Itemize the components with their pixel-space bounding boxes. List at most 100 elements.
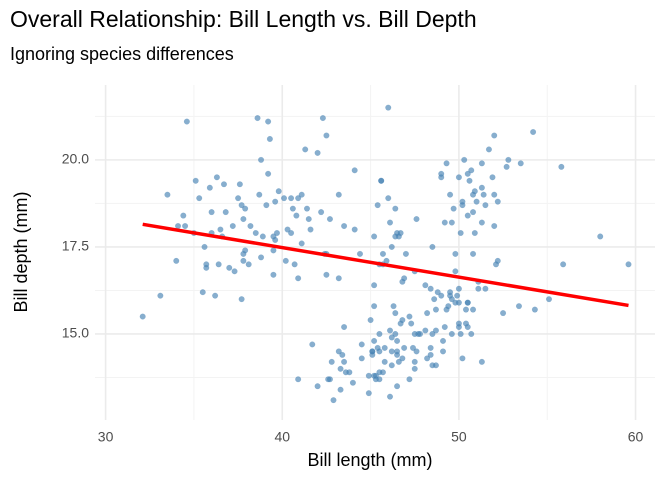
plot-area	[139, 104, 632, 404]
y-tick-label: 20.0	[62, 151, 89, 167]
point	[265, 170, 272, 177]
point	[254, 115, 261, 122]
point	[256, 191, 263, 198]
point	[318, 209, 325, 216]
point	[392, 330, 399, 338]
point	[242, 247, 249, 254]
point	[346, 369, 353, 376]
point	[447, 292, 454, 299]
y-axis-label: Bill depth (mm)	[11, 191, 31, 312]
point	[272, 198, 279, 205]
point	[466, 177, 473, 184]
point	[482, 285, 489, 292]
point	[445, 303, 452, 310]
point	[379, 369, 386, 376]
point	[371, 282, 378, 289]
point	[452, 268, 459, 275]
point	[505, 156, 512, 163]
point	[215, 261, 222, 268]
point	[411, 358, 418, 365]
point	[358, 341, 365, 348]
point	[323, 271, 330, 278]
point	[597, 233, 604, 240]
point	[180, 212, 187, 219]
point	[558, 163, 565, 170]
point	[247, 222, 254, 230]
point	[392, 233, 399, 240]
point	[335, 191, 342, 198]
point	[409, 344, 417, 351]
point	[625, 261, 632, 268]
point	[258, 254, 265, 261]
point	[201, 243, 208, 250]
point	[245, 261, 252, 268]
point	[388, 243, 395, 250]
point	[503, 163, 510, 170]
point	[517, 160, 524, 167]
point	[298, 240, 305, 247]
point	[422, 282, 429, 289]
point	[413, 216, 420, 223]
point	[208, 209, 215, 216]
grid: 30 40 50 60 15.0 17.5 20.0	[62, 85, 655, 445]
point	[439, 337, 447, 345]
point	[491, 132, 498, 139]
point	[489, 174, 496, 181]
point	[289, 205, 296, 212]
point	[199, 289, 206, 296]
point	[388, 348, 395, 355]
point	[411, 330, 418, 338]
point	[494, 257, 501, 264]
point	[469, 191, 477, 198]
point	[468, 330, 475, 338]
point	[457, 330, 464, 338]
point	[319, 115, 326, 122]
point	[408, 320, 415, 327]
point	[238, 296, 245, 303]
point	[273, 229, 281, 237]
x-tick-label: 40	[274, 429, 290, 445]
point	[326, 216, 334, 223]
point	[454, 292, 461, 299]
x-tick-label: 30	[98, 429, 114, 445]
point	[192, 177, 199, 184]
point	[401, 344, 408, 351]
point	[351, 226, 358, 233]
point	[183, 118, 190, 125]
point	[291, 261, 298, 268]
point	[452, 250, 459, 257]
point	[424, 355, 431, 362]
point	[399, 317, 406, 324]
point	[406, 376, 413, 383]
point	[447, 191, 454, 198]
point	[381, 344, 388, 351]
point	[478, 160, 485, 167]
point	[424, 310, 431, 317]
point	[275, 188, 282, 195]
point	[469, 209, 477, 216]
point	[394, 351, 401, 358]
point	[491, 222, 498, 230]
point	[457, 229, 464, 237]
point	[367, 317, 374, 324]
point	[337, 386, 344, 393]
point	[174, 222, 182, 230]
point	[323, 132, 330, 139]
point	[427, 285, 434, 292]
point	[491, 191, 498, 198]
point	[376, 330, 383, 338]
point	[212, 292, 219, 299]
point	[432, 327, 439, 334]
point	[305, 216, 312, 223]
point	[394, 337, 401, 345]
point	[478, 184, 485, 191]
point	[371, 233, 378, 240]
point	[434, 289, 441, 296]
point	[485, 146, 492, 153]
point	[371, 372, 378, 379]
point	[443, 160, 450, 167]
point	[365, 372, 372, 379]
point	[242, 205, 249, 212]
point	[459, 202, 466, 209]
